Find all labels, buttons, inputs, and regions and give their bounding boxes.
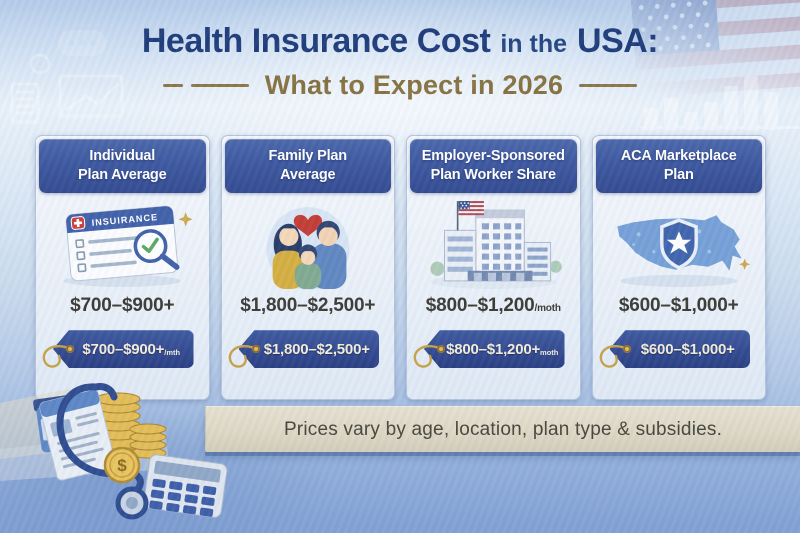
family-icon <box>266 207 350 290</box>
price-aca: $600–$1,000+ <box>618 295 739 316</box>
card-aca-header: ACA Marketplace Plan <box>595 139 762 193</box>
sparkle-icon <box>738 258 751 270</box>
tag-string-icon <box>599 345 626 368</box>
subtitle-dash-right <box>579 84 638 87</box>
price-individual: $700–$900+ <box>70 295 175 316</box>
office-building-flag-icon <box>430 201 562 289</box>
title-lead: Health Insurance Cost <box>141 22 491 60</box>
price-tag-family: $1,800–$2,500+ <box>228 330 379 368</box>
plan-cards: Individual Plan Average INSUIRANCE <box>35 135 766 400</box>
usa-map-shield-icon <box>617 215 751 287</box>
subtitle-dash-left-small <box>162 84 183 87</box>
sparkle-icon <box>178 212 193 227</box>
card-family-header: Family Plan Average <box>224 139 391 193</box>
tag-hole <box>66 345 74 353</box>
card-aca-header-line1: ACA Marketplace <box>620 147 737 164</box>
dollar-coin-symbol: $ <box>117 456 127 475</box>
usa-flag-decor-icon <box>630 0 800 99</box>
medical-money-stilllife-icon: $ <box>0 383 228 520</box>
card-employer-header: Employer-Sponsored Plan Worker Share <box>410 139 577 193</box>
card-employer-plan: Employer-Sponsored Plan Worker Share <box>406 135 581 400</box>
card-family-header-line2: Average <box>280 167 336 183</box>
card-aca-plan: ACA Marketplace Plan $ <box>591 135 766 400</box>
price-tag-aca: $600–$1,000+ <box>599 330 750 368</box>
page-subtitle: What to Expect in 2026 <box>0 70 800 101</box>
tag-hole <box>437 345 445 353</box>
title-tail: USA: <box>577 22 659 60</box>
tag-string-icon <box>228 345 255 368</box>
card-aca-header-line2: Plan <box>663 167 694 183</box>
card-employer-header-line1: Employer-Sponsored <box>421 147 565 164</box>
price-family: $1,800–$2,500+ <box>240 295 376 316</box>
insurance-policy-icon: INSUIRANCE <box>63 205 193 287</box>
price-employer: $800–$1,200/moth <box>425 295 561 316</box>
tag-hole <box>622 345 631 353</box>
tag-string-icon <box>413 345 441 368</box>
page-title: Health Insurance Cost in the USA: <box>0 22 800 61</box>
title-mid: in the <box>500 30 568 58</box>
tech-doodle-decor-icon <box>10 30 124 124</box>
footer-note-banner: Prices vary by age, location, plan type … <box>205 406 800 452</box>
footer-note-text: Prices vary by age, location, plan type … <box>283 418 723 440</box>
subtitle-text: What to Expect in 2026 <box>264 70 564 100</box>
card-individual-header: Individual Plan Average <box>39 139 206 193</box>
card-individual-header-line1: Individual <box>89 147 156 164</box>
price-tag-employer: $800–$1,200+ moth <box>413 330 565 368</box>
card-family-plan: Family Plan Average <box>220 135 395 400</box>
subtitle-dash-left <box>190 84 249 87</box>
card-employer-header-line2: Plan Worker Share <box>430 167 556 183</box>
card-individual-plan: Individual Plan Average INSUIRANCE <box>35 135 210 400</box>
tag-string-icon <box>42 345 70 368</box>
card-family-header-line1: Family Plan <box>268 147 348 164</box>
card-individual-header-line2: Plan Average <box>78 167 167 183</box>
price-tag-individual: $700–$900+/mth <box>42 330 194 368</box>
tag-hole <box>251 345 260 353</box>
